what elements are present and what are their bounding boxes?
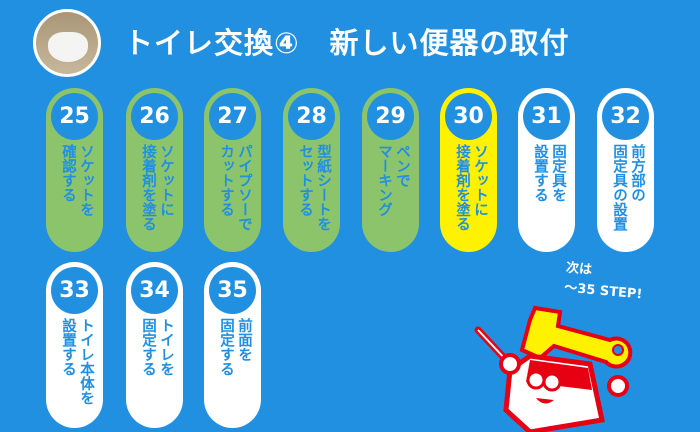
step-number: 28 bbox=[288, 93, 335, 140]
step-label: トイレを 固定する bbox=[140, 318, 174, 376]
page-title: トイレ交換④ 新しい便器の取付 bbox=[124, 26, 570, 60]
step-26[interactable]: 26 ソケットに 接着剤を塗る bbox=[126, 88, 183, 252]
step-label: パイプソーで カットする bbox=[218, 144, 252, 231]
step-25[interactable]: 25 ソケットを 確認する bbox=[46, 88, 103, 252]
step-label: ペンで マーキング bbox=[376, 144, 410, 217]
step-27[interactable]: 27 パイプソーで カットする bbox=[204, 88, 261, 252]
step-label: 前面を 固定する bbox=[218, 318, 252, 376]
mascot-car-wrench-icon bbox=[474, 305, 633, 432]
step-29[interactable]: 29 ペンで マーキング bbox=[362, 88, 419, 252]
step-number: 29 bbox=[367, 93, 414, 140]
toilet-icon bbox=[48, 32, 88, 62]
step-label: トイレ本体を 設置する bbox=[60, 318, 94, 405]
step-number: 26 bbox=[131, 93, 178, 140]
toilet-thumbnail bbox=[33, 9, 101, 77]
step-label: 型紙シートを セットする bbox=[297, 144, 331, 231]
step-28[interactable]: 28 型紙シートを セットする bbox=[283, 88, 340, 252]
step-label: 前方部の 固定具の設置 bbox=[611, 144, 645, 231]
step-label: 固定具を 設置する bbox=[532, 144, 566, 202]
step-33[interactable]: 33 トイレ本体を 設置する bbox=[46, 262, 103, 428]
step-number: 27 bbox=[209, 93, 256, 140]
step-number: 35 bbox=[209, 267, 256, 314]
step-number: 34 bbox=[131, 267, 178, 314]
step-31[interactable]: 31 固定具を 設置する bbox=[518, 88, 575, 252]
step-number: 31 bbox=[523, 93, 570, 140]
step-number: 33 bbox=[51, 267, 98, 314]
step-number: 25 bbox=[51, 93, 98, 140]
step-34[interactable]: 34 トイレを 固定する bbox=[126, 262, 183, 428]
step-35[interactable]: 35 前面を 固定する bbox=[204, 262, 261, 428]
step-number: 32 bbox=[602, 93, 649, 140]
step-30[interactable]: 30 ソケットに 接着剤を塗る bbox=[440, 88, 497, 252]
step-label: ソケットに 接着剤を塗る bbox=[140, 144, 174, 231]
step-label: ソケットを 確認する bbox=[60, 144, 94, 217]
step-32[interactable]: 32 前方部の 固定具の設置 bbox=[597, 88, 654, 252]
step-number: 30 bbox=[445, 93, 492, 140]
next-steps-note: 次は ～35 STEP! bbox=[563, 259, 644, 306]
step-label: ソケットに 接着剤を塗る bbox=[454, 144, 488, 231]
